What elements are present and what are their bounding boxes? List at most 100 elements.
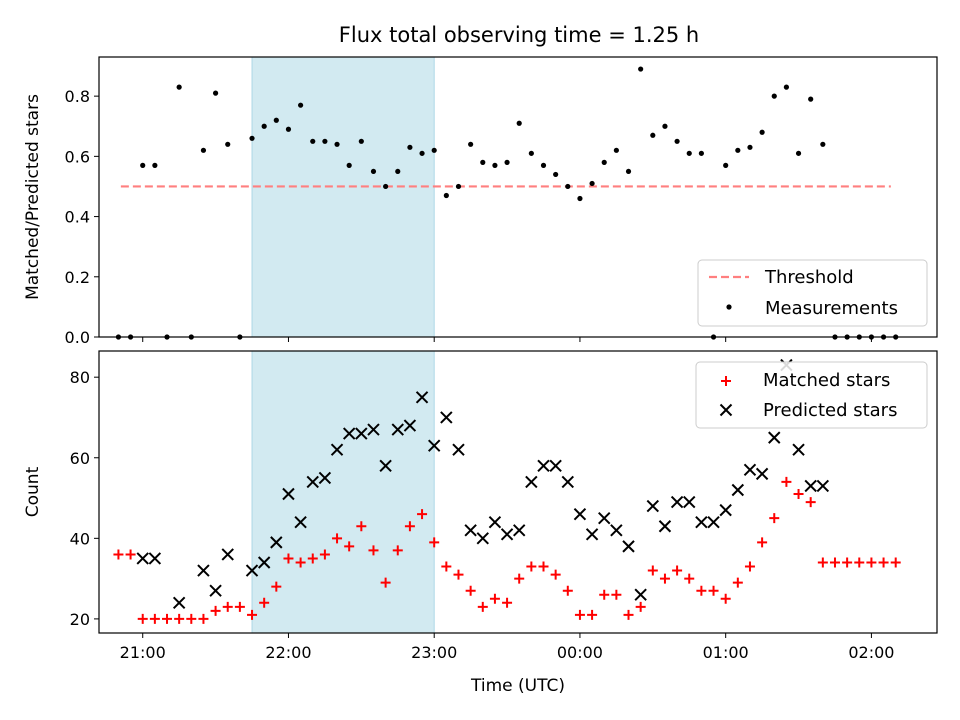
matched-star-point (635, 601, 646, 612)
legend: Threshold Measurements (697, 259, 928, 327)
matched-star-point (587, 609, 598, 620)
matched-star-point (720, 593, 731, 604)
measurement-point (504, 159, 510, 165)
matched-star-point (429, 537, 440, 548)
matched-star-point (574, 609, 585, 620)
legend-box (695, 361, 928, 429)
matched-star-point (210, 605, 221, 616)
matched-star-point (259, 597, 270, 608)
matched-star-point (769, 513, 780, 524)
matched-star-point (344, 541, 355, 552)
matched-star-point (647, 565, 658, 576)
measurement-point (650, 132, 656, 138)
matched-star-point (538, 561, 549, 572)
predicted-star-point (695, 516, 708, 529)
matched-star-point (441, 561, 452, 572)
predicted-star-point (221, 548, 234, 561)
matched-star-point (684, 573, 695, 584)
matched-star-point (332, 533, 343, 544)
predicted-star-point (257, 556, 271, 569)
legend-measurement-label: Measurements (765, 298, 898, 319)
predicted-star-point (743, 463, 757, 477)
measurement-point (577, 195, 583, 202)
predicted-star-point (804, 479, 817, 493)
y-axis-title: Count (23, 466, 43, 517)
x-tick-label: 01:00 (703, 643, 749, 662)
matched-star-point (380, 577, 391, 588)
matched-star-point (696, 585, 707, 596)
matched-star-point (793, 489, 804, 500)
measurement-point (152, 162, 158, 168)
predicted-star-point (403, 419, 417, 432)
predicted-star-point (768, 431, 781, 444)
measurement-point (820, 141, 826, 147)
measurement-point (285, 126, 292, 132)
matched-star-point (781, 476, 792, 487)
x-tick-label: 23:00 (411, 643, 457, 662)
measurement-point (140, 162, 146, 168)
predicted-star-point (306, 475, 319, 489)
predicted-star-point (513, 524, 526, 537)
observing-window-band (251, 350, 435, 634)
matched-star-point (514, 573, 525, 584)
predicted-star-point (573, 507, 587, 521)
measurement-point (346, 162, 352, 168)
legend-threshold-label: Threshold (764, 267, 854, 288)
predicted-star-point (270, 536, 283, 549)
measurement-point (589, 180, 595, 187)
predicted-star-point (658, 520, 672, 533)
matched-star-point (307, 553, 318, 564)
predicted-star-point (318, 471, 332, 485)
y-tick-label: 60 (70, 449, 90, 468)
matched-star-point (708, 585, 719, 596)
matched-star-point (659, 573, 670, 584)
y-tick-label: 80 (70, 368, 90, 387)
predicted-star-point (342, 427, 356, 440)
y-tick-label: 0.2 (65, 268, 90, 287)
matched-star-point (477, 601, 488, 612)
predicted-star-point (816, 479, 830, 493)
measurement-point (249, 135, 255, 141)
predicted-star-point (585, 528, 599, 541)
matched-star-point (222, 601, 233, 612)
measurement-point (370, 168, 377, 175)
measurement-point (273, 117, 279, 123)
matched-star-point (744, 561, 755, 572)
matched-star-point (295, 557, 306, 568)
predicted-star-point (415, 391, 429, 404)
predicted-star-point (148, 552, 162, 565)
measurement-point (310, 138, 316, 144)
matched-star-point (271, 581, 282, 592)
predicted-star-point (634, 588, 647, 601)
predicted-star-point (476, 532, 489, 545)
matched-star-point (842, 557, 853, 568)
measurement-point (638, 66, 644, 72)
legend-measurement-swatch (726, 304, 732, 310)
matched-star-point (247, 609, 258, 620)
predicted-star-point (379, 459, 392, 473)
legend-predicted-label: Predicted stars (763, 400, 897, 421)
measurement-point (407, 144, 413, 150)
matched-star-point (113, 549, 124, 560)
predicted-star-point (464, 524, 477, 537)
matched-star-point (489, 593, 500, 604)
measurement-point (261, 123, 267, 129)
matched-star-point (137, 613, 148, 624)
x-tick-label: 22:00 (265, 643, 311, 662)
matched-star-point (611, 589, 622, 600)
measurement-point (431, 147, 437, 153)
matched-star-point (392, 545, 403, 556)
matched-star-point (356, 521, 367, 532)
matched-star-point (805, 497, 816, 508)
predicted-star-point (549, 459, 562, 473)
matched-star-point (174, 613, 185, 624)
predicted-star-point (245, 564, 259, 577)
matched-star-point (149, 613, 160, 624)
measurement-point (383, 183, 389, 190)
predicted-star-point (427, 439, 441, 452)
predicted-star-point (391, 423, 404, 436)
matched-star-point (453, 569, 464, 580)
legend-matched-swatch (721, 376, 731, 386)
measurement-point (358, 138, 364, 144)
y-axis-title: Matched/Predicted stars (23, 94, 43, 300)
